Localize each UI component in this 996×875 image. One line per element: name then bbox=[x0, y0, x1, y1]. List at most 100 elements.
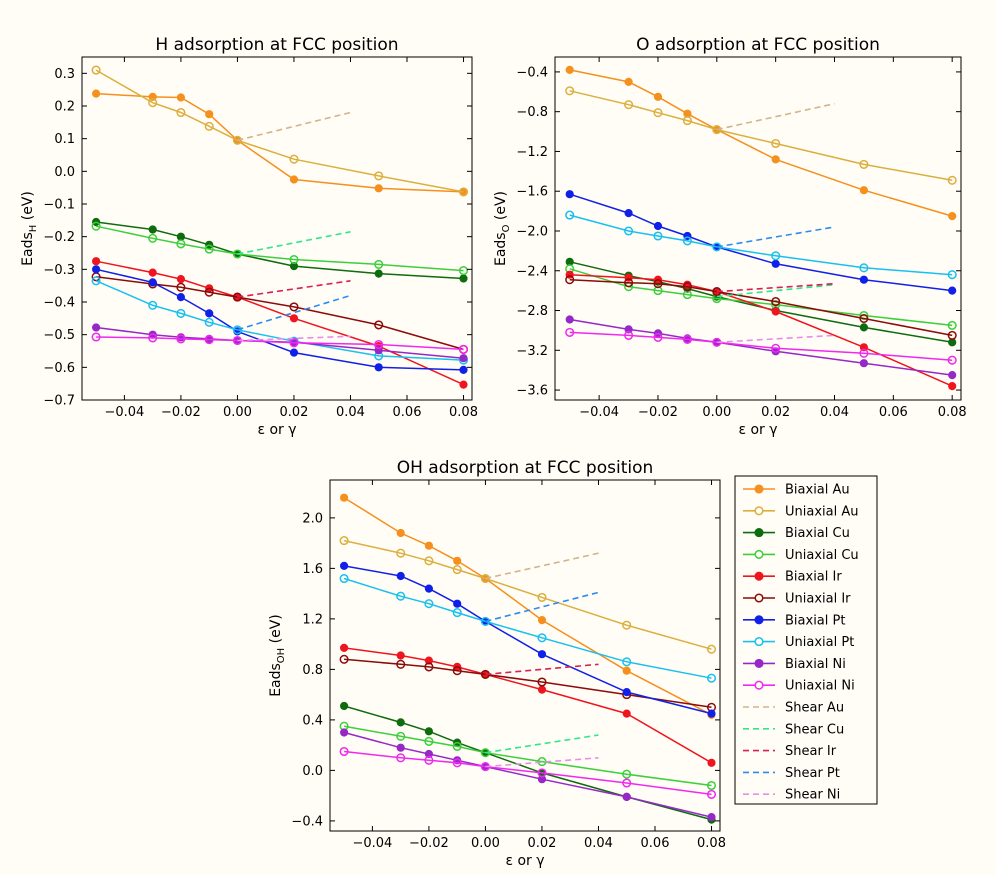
data-point bbox=[948, 356, 956, 364]
y-tick-label: −2.4 bbox=[516, 264, 548, 279]
series-uniaxial-pt bbox=[566, 211, 956, 278]
data-point bbox=[341, 494, 348, 501]
data-point bbox=[860, 315, 868, 323]
legend-swatch-marker bbox=[755, 616, 763, 624]
x-tick-label: −0.02 bbox=[638, 405, 678, 420]
x-tick-label: 0.08 bbox=[938, 405, 967, 420]
y-tick-label: 2.0 bbox=[302, 511, 323, 526]
legend-label: Shear Ni bbox=[785, 788, 840, 803]
data-point bbox=[684, 237, 692, 245]
data-point bbox=[397, 754, 405, 762]
data-point bbox=[205, 123, 213, 131]
data-point bbox=[425, 757, 433, 765]
figure: H adsorption at FCC position−0.04 −0.02 0.… bbox=[0, 0, 996, 875]
series-line bbox=[717, 104, 835, 130]
data-point bbox=[708, 791, 716, 799]
data-point bbox=[425, 600, 433, 608]
data-point bbox=[948, 271, 956, 279]
legend-swatch-marker bbox=[755, 660, 763, 668]
series-line bbox=[485, 664, 598, 674]
x-tick-label: 0.00 bbox=[471, 836, 500, 851]
data-point bbox=[566, 276, 574, 284]
data-point bbox=[341, 562, 348, 569]
data-point bbox=[454, 557, 461, 564]
data-point bbox=[860, 276, 867, 283]
legend-label: Shear Ir bbox=[785, 744, 837, 759]
data-point bbox=[453, 566, 461, 574]
data-point bbox=[708, 814, 715, 821]
y-tick-label: −0.4 bbox=[516, 65, 548, 80]
data-point bbox=[654, 232, 662, 240]
data-point bbox=[460, 355, 467, 362]
series-biaxial-pt bbox=[566, 191, 956, 295]
series-group bbox=[566, 66, 956, 389]
series-shear-au bbox=[485, 553, 598, 578]
data-point bbox=[708, 710, 715, 717]
data-point bbox=[149, 226, 156, 233]
data-point bbox=[566, 316, 573, 323]
x-tick-label: −0.04 bbox=[104, 405, 144, 420]
y-tick-label: −0.1 bbox=[43, 198, 75, 213]
x-axis-label: ε or γ bbox=[257, 422, 296, 438]
data-point bbox=[625, 101, 633, 109]
chart-title: OH adsorption at FCC position bbox=[397, 458, 654, 478]
y-tick-label: −0.7 bbox=[43, 394, 75, 409]
series-biaxial-ni bbox=[341, 729, 716, 821]
data-point bbox=[375, 185, 382, 192]
legend-label: Shear Au bbox=[785, 701, 844, 716]
series-line bbox=[717, 284, 835, 292]
data-point bbox=[625, 210, 632, 217]
series-group bbox=[340, 494, 715, 823]
series-line bbox=[570, 215, 953, 275]
x-tick-label: −0.02 bbox=[161, 405, 201, 420]
data-point bbox=[177, 335, 185, 343]
data-point bbox=[708, 645, 716, 653]
data-point bbox=[538, 758, 546, 766]
x-tick-label: 0.02 bbox=[279, 405, 308, 420]
data-point bbox=[177, 294, 184, 301]
data-point bbox=[290, 155, 298, 163]
y-axis-label: EadsO (eV) bbox=[493, 191, 512, 266]
data-point bbox=[460, 267, 468, 275]
legend-label: Uniaxial Pt bbox=[785, 635, 854, 650]
data-point bbox=[290, 339, 298, 347]
data-point bbox=[772, 252, 780, 260]
data-point bbox=[425, 738, 433, 746]
data-point bbox=[93, 324, 100, 331]
legend-label: Uniaxial Ni bbox=[785, 679, 855, 694]
y-tick-label: 0.8 bbox=[302, 663, 323, 678]
series-biaxial-pt bbox=[341, 562, 716, 717]
data-point bbox=[625, 78, 632, 85]
series-biaxial-au bbox=[566, 66, 956, 219]
y-tick-label: 0.2 bbox=[54, 100, 75, 115]
series-line bbox=[237, 232, 350, 254]
y-label-unit: (eV) bbox=[493, 191, 509, 225]
data-point bbox=[149, 279, 156, 286]
data-point bbox=[623, 689, 630, 696]
data-point bbox=[397, 549, 405, 557]
data-point bbox=[684, 283, 692, 291]
x-tick-label: −0.04 bbox=[352, 836, 392, 851]
data-point bbox=[92, 222, 100, 230]
series-uniaxial-cu bbox=[92, 222, 467, 274]
data-point bbox=[149, 235, 157, 243]
data-point bbox=[772, 345, 780, 353]
data-point bbox=[772, 140, 780, 148]
data-point bbox=[177, 240, 185, 248]
data-point bbox=[772, 308, 779, 315]
y-axis-label: EadsH (eV) bbox=[20, 191, 39, 266]
data-point bbox=[566, 329, 574, 337]
data-point bbox=[205, 245, 213, 253]
data-point bbox=[375, 172, 383, 180]
data-point bbox=[375, 261, 383, 269]
data-point bbox=[460, 366, 467, 373]
data-point bbox=[425, 542, 432, 549]
data-point bbox=[425, 663, 433, 671]
x-tick-label: 0.06 bbox=[393, 405, 422, 420]
data-point bbox=[860, 161, 868, 169]
data-point bbox=[177, 94, 184, 101]
y-label-unit: (eV) bbox=[20, 191, 36, 225]
data-point bbox=[684, 291, 692, 299]
data-point bbox=[341, 702, 348, 709]
chart-o: O adsorption at FCC position−0.04 −0.02 0.… bbox=[493, 35, 967, 438]
